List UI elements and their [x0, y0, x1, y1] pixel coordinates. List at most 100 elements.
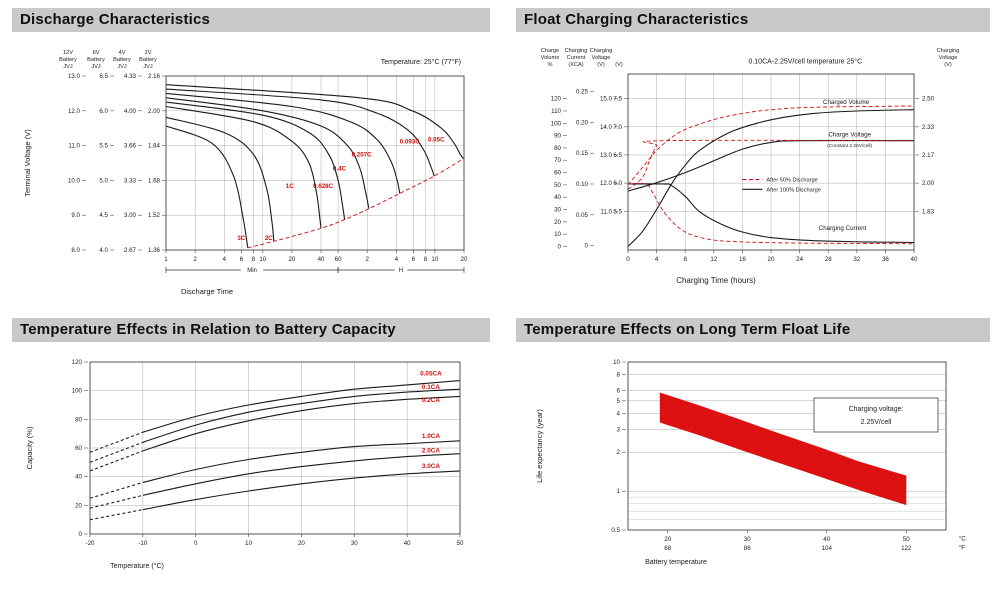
svg-text:JVJ: JVJ	[143, 64, 153, 70]
grid	[89, 361, 461, 535]
plot-border	[165, 75, 465, 251]
svg-text:2.67: 2.67	[124, 247, 137, 254]
svg-text:10: 10	[259, 256, 266, 263]
svg-text:9.0: 9.0	[71, 212, 80, 219]
svg-text:12.0: 12.0	[600, 180, 613, 187]
svg-text:100: 100	[72, 388, 83, 395]
annotations: Temperature: 25°C (77°F) 3C 2C 1C 0.628C 0.4C…	[237, 58, 461, 242]
svg-text:15.0: 15.0	[600, 96, 613, 103]
x-axis: 1 2 4 6 8 10 20 40 60 2 4 6 8 10 20	[164, 250, 468, 263]
svg-text:40: 40	[404, 540, 411, 547]
annotations: °C °F	[959, 535, 966, 551]
svg-text:Voltage: Voltage	[939, 55, 958, 61]
svg-text:0: 0	[585, 243, 589, 250]
svg-text:Terminal Voltage (V): Terminal Voltage (V)	[23, 129, 32, 197]
svg-text:110: 110	[551, 108, 561, 115]
series-0.093C	[165, 88, 435, 177]
svg-text:13.0: 13.0	[600, 152, 613, 159]
svg-text:Charging Time (hours): Charging Time (hours)	[676, 276, 756, 285]
svg-text:Charging voltage:: Charging voltage:	[849, 406, 904, 413]
svg-text:2: 2	[365, 256, 369, 263]
svg-text:(V): (V)	[944, 62, 952, 68]
svg-text:0: 0	[626, 256, 630, 263]
svg-text:Battery temperature: Battery temperature	[645, 559, 707, 566]
svg-text:100: 100	[551, 120, 562, 127]
svg-text:40: 40	[911, 256, 918, 263]
svg-text:0.207C: 0.207C	[352, 151, 372, 158]
svg-text:6.0: 6.0	[99, 108, 108, 115]
svg-text:0.2CA: 0.2CA	[422, 397, 440, 404]
svg-text:120: 120	[551, 96, 562, 103]
svg-text:%: %	[548, 62, 553, 68]
svg-text:Charge: Charge	[541, 48, 559, 54]
svg-text:50: 50	[554, 182, 561, 189]
svg-text:5.0: 5.0	[99, 177, 108, 184]
float-life-chart: 2068308640104501221086543210.5°C°FChargi…	[535, 359, 966, 566]
svg-text:Temperature: 25°C (77°F): Temperature: 25°C (77°F)	[381, 58, 461, 66]
svg-text:1.83: 1.83	[922, 208, 935, 215]
svg-text:32: 32	[853, 256, 860, 263]
svg-text:0.5: 0.5	[611, 527, 620, 534]
svg-text:90: 90	[554, 133, 561, 140]
y-axis-0: ChargeVolume%120110100908070605040302010…	[541, 48, 567, 250]
svg-text:14.0: 14.0	[600, 124, 613, 131]
svg-text:Charging: Charging	[590, 48, 613, 54]
svg-text:0.093C: 0.093C	[400, 138, 420, 145]
svg-text:Temperature (°C): Temperature (°C)	[110, 562, 164, 570]
series-charging-current-100	[627, 183, 915, 244]
svg-text:60: 60	[75, 445, 82, 452]
svg-text:10: 10	[613, 359, 620, 366]
svg-text:4V: 4V	[119, 50, 126, 56]
series-0.1CA	[89, 388, 461, 463]
svg-text:0: 0	[194, 540, 198, 547]
svg-text:20: 20	[461, 256, 468, 263]
svg-text:(V): (V)	[597, 62, 605, 68]
svg-text:°C: °C	[959, 535, 966, 542]
svg-text:6.0: 6.0	[613, 180, 622, 187]
section-header-bar: Temperature Effects in Relation to Batte…	[12, 318, 490, 342]
svg-text:JVJ: JVJ	[91, 64, 101, 70]
series-0.628C	[165, 101, 346, 220]
svg-text:2.00: 2.00	[148, 108, 161, 115]
grid	[165, 75, 465, 251]
svg-text:6V: 6V	[93, 50, 100, 56]
section-float-life: Temperature Effects on Long Term Float L…	[516, 318, 990, 588]
svg-text:4.00: 4.00	[124, 108, 137, 115]
svg-text:11.0: 11.0	[68, 143, 80, 150]
svg-text:0.4C: 0.4C	[333, 166, 347, 173]
plot-border	[89, 361, 461, 535]
svg-text:Life expectancy (year): Life expectancy (year)	[535, 409, 544, 483]
svg-text:80: 80	[554, 145, 561, 152]
series-0.207C	[165, 92, 401, 194]
series-2C	[165, 116, 275, 242]
svg-text:3: 3	[617, 427, 621, 434]
svg-text:Discharge Time: Discharge Time	[181, 287, 233, 296]
svg-text:16: 16	[739, 256, 746, 263]
x-axis: 20 68 30 86 40 104 50 122	[664, 530, 912, 552]
svg-text:13.0: 13.0	[68, 73, 81, 80]
svg-text:1C: 1C	[286, 183, 294, 190]
svg-text:JVJ: JVJ	[117, 64, 127, 70]
svg-text:3.00: 3.00	[124, 212, 137, 219]
svg-text:1.0CA: 1.0CA	[422, 433, 440, 440]
series-charging-current-50	[627, 182, 915, 245]
svg-text:1: 1	[617, 488, 621, 495]
svg-text:2.16: 2.16	[148, 73, 161, 80]
svg-text:H: H	[399, 268, 403, 274]
svg-text:6.5: 6.5	[613, 152, 622, 159]
svg-text:0: 0	[79, 531, 83, 538]
svg-text:3C: 3C	[237, 235, 245, 242]
svg-text:28: 28	[825, 256, 832, 263]
svg-text:36: 36	[882, 256, 889, 263]
section-header-bar: Float Charging Characteristics	[516, 8, 990, 32]
section-title: Temperature Effects in Relation to Batte…	[20, 321, 396, 338]
section-title: Discharge Characteristics	[20, 11, 211, 28]
svg-text:(XCA): (XCA)	[568, 62, 583, 68]
svg-text:12V: 12V	[63, 50, 73, 56]
svg-text:Charging: Charging	[565, 48, 588, 54]
y-axis-0: 10 8 6 5 4 3 2 1 0.5	[611, 359, 626, 534]
